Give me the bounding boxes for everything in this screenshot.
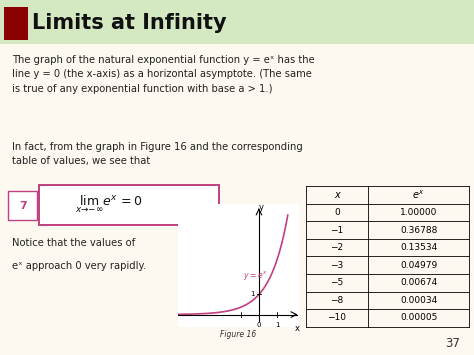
Text: −10: −10 xyxy=(328,313,346,322)
Text: 0.00005: 0.00005 xyxy=(400,313,437,322)
Text: −2: −2 xyxy=(330,243,343,252)
Text: −3: −3 xyxy=(330,261,344,270)
Text: Notice that the values of: Notice that the values of xyxy=(12,238,135,248)
Text: 0: 0 xyxy=(334,208,340,217)
Text: 37: 37 xyxy=(445,337,460,350)
Text: eˣ approach 0 very rapidly.: eˣ approach 0 very rapidly. xyxy=(12,261,146,271)
FancyBboxPatch shape xyxy=(4,7,28,40)
Text: 0: 0 xyxy=(257,322,261,328)
Text: In fact, from the graph in Figure 16 and the corresponding
table of values, we s: In fact, from the graph in Figure 16 and… xyxy=(12,142,302,166)
FancyBboxPatch shape xyxy=(39,185,219,225)
Text: 0.04979: 0.04979 xyxy=(400,261,437,270)
Text: −1: −1 xyxy=(330,226,344,235)
Text: Figure 16: Figure 16 xyxy=(220,330,256,339)
Text: 7: 7 xyxy=(19,201,27,211)
Text: $e^x$: $e^x$ xyxy=(412,189,425,201)
Text: 0.13534: 0.13534 xyxy=(400,243,437,252)
Text: y: y xyxy=(259,203,264,212)
Text: −8: −8 xyxy=(330,296,344,305)
Text: 0.00034: 0.00034 xyxy=(400,296,437,305)
Text: 1: 1 xyxy=(250,291,255,297)
FancyBboxPatch shape xyxy=(8,191,37,220)
Text: 0.00674: 0.00674 xyxy=(400,278,437,287)
Text: The graph of the natural exponential function y = eˣ has the
line y = 0 (the x-a: The graph of the natural exponential fun… xyxy=(12,55,315,94)
Text: 1.00000: 1.00000 xyxy=(400,208,437,217)
Text: 1: 1 xyxy=(275,322,279,328)
FancyBboxPatch shape xyxy=(0,0,474,44)
Text: 0.36788: 0.36788 xyxy=(400,226,437,235)
Text: x: x xyxy=(334,190,340,200)
Text: Limits at Infinity: Limits at Infinity xyxy=(32,13,227,33)
Text: x: x xyxy=(294,324,299,333)
Text: −5: −5 xyxy=(330,278,344,287)
Text: $\lim_{x \to -\infty} e^x = 0$: $\lim_{x \to -\infty} e^x = 0$ xyxy=(75,193,143,215)
Text: $y=e^x$: $y=e^x$ xyxy=(243,269,267,283)
